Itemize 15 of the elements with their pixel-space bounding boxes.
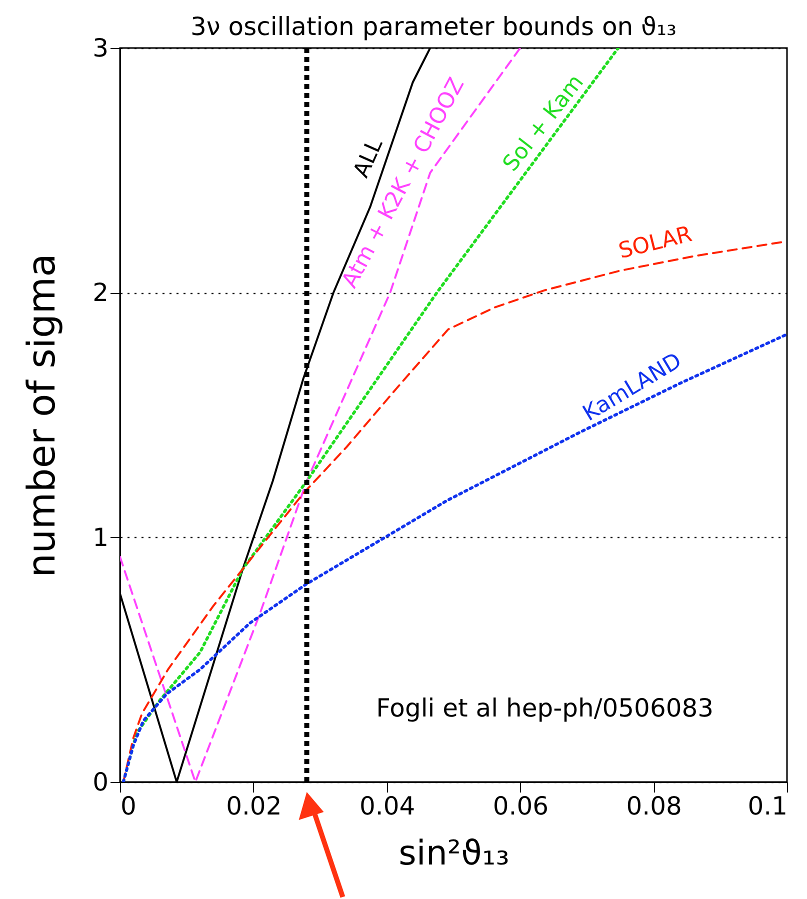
- x-tick-label: 0.02: [226, 792, 282, 820]
- x-tick-label: 0.1: [748, 792, 788, 820]
- y-tick-label: 3: [92, 34, 108, 62]
- annotation: Fogli et al hep-ph/0506083: [376, 694, 714, 723]
- x-tick-label: 0: [120, 792, 136, 820]
- text: SOLAR: [616, 222, 694, 264]
- x-tick-label: 0.06: [492, 792, 549, 820]
- x-axis-title: sin²ϑ₁₃: [398, 834, 510, 874]
- y-tick-label: 2: [92, 278, 108, 308]
- x-tick-label: 0.04: [359, 792, 416, 820]
- chart-title: 3ν oscillation parameter bounds on ϑ₁₃: [190, 12, 677, 41]
- y-axis-title: number of sigma: [20, 254, 64, 578]
- x-tick-label: 0.08: [626, 792, 682, 820]
- y-tick-label: 1: [92, 522, 108, 552]
- y-tick-label: 0: [92, 768, 108, 796]
